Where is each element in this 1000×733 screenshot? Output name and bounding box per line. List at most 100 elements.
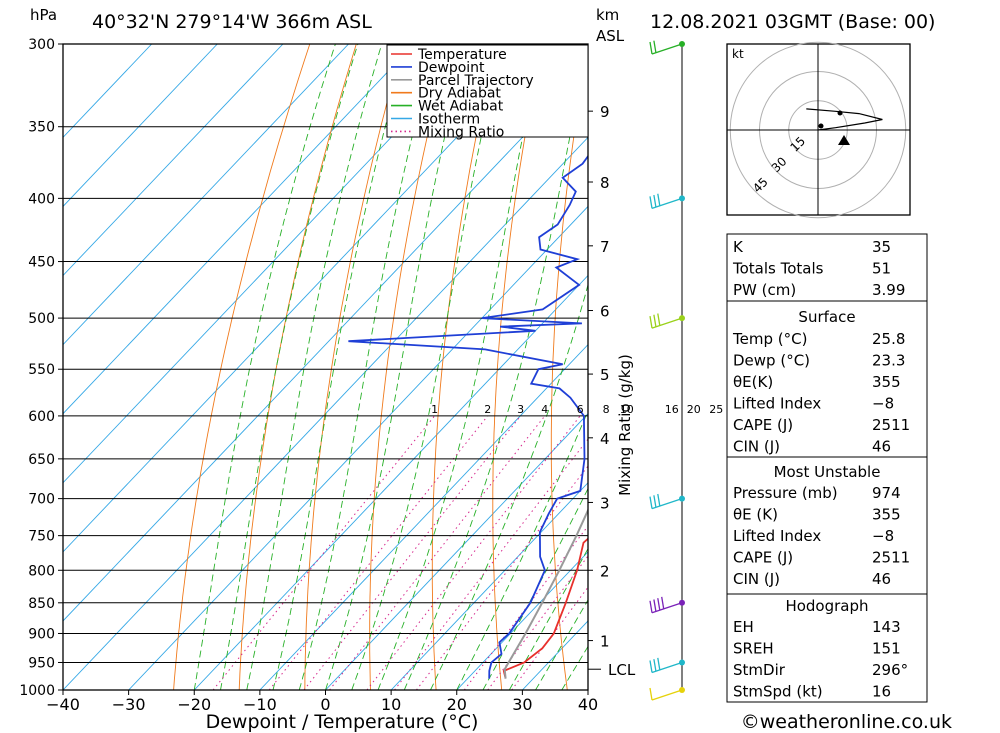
index-label: Totals Totals xyxy=(732,260,824,278)
wind-barb xyxy=(651,197,683,209)
location-title: 40°32'N 279°14'W 366m ASL xyxy=(92,11,372,33)
storm-motion-marker xyxy=(838,135,850,145)
wind-barb-flag xyxy=(649,687,653,701)
isotherm-line xyxy=(63,44,415,415)
y-tick-label: 650 xyxy=(28,452,55,468)
x-tick-label: 20 xyxy=(447,695,467,714)
altitude-label: 4 xyxy=(600,430,610,448)
km-label: km xyxy=(596,6,619,24)
isotherm-line xyxy=(63,136,588,690)
legend-label: Mixing Ratio xyxy=(418,124,504,140)
axes: 3003504004505005506006507007508008509009… xyxy=(19,37,598,714)
wind-barb xyxy=(651,498,683,510)
wind-barb xyxy=(651,661,683,674)
wind-barb-flag xyxy=(653,314,657,327)
wind-barb xyxy=(651,43,683,55)
index-value: 151 xyxy=(872,640,901,658)
y-tick-label: 700 xyxy=(28,492,55,508)
index-value: 46 xyxy=(872,438,891,456)
indices-box xyxy=(726,300,928,458)
x-tick-label: 10 xyxy=(381,695,401,714)
mixing-ratio-label: 16 xyxy=(665,403,679,416)
legend-label: Dewpoint xyxy=(418,60,485,76)
wet-adiabat-line xyxy=(325,44,468,690)
index-value: 2511 xyxy=(872,416,910,434)
index-label: SREH xyxy=(733,640,774,658)
index-value: 16 xyxy=(872,683,891,701)
mixing-ratio-label: 6 xyxy=(577,403,584,416)
index-value: 143 xyxy=(872,618,901,636)
wet-adiabat-line xyxy=(377,44,543,690)
wind-barb-flag xyxy=(661,596,665,610)
hodograph-point xyxy=(818,123,824,129)
x-tick-label: 30 xyxy=(512,695,532,714)
isotherm-line xyxy=(390,482,588,690)
y-tick-label: 800 xyxy=(28,563,55,579)
mixing-ratio-label: 10 xyxy=(620,403,634,416)
mixing-ratio-line xyxy=(212,415,435,690)
x-tick-label: −10 xyxy=(243,695,277,714)
index-value: 51 xyxy=(872,260,891,278)
x-tick-label: −30 xyxy=(112,695,146,714)
wind-barb-flag xyxy=(653,659,657,672)
parcel-trajectory-line xyxy=(503,507,588,679)
altitude-label: 2 xyxy=(600,562,610,580)
index-label: Lifted Index xyxy=(733,527,821,545)
mixing-ratio-line xyxy=(463,525,588,690)
wet-adiabat-line xyxy=(193,44,336,690)
altitude-label: 5 xyxy=(600,366,610,384)
index-value: 23.3 xyxy=(872,352,905,370)
timestamp: 12.08.2021 03GMT (Base: 00) xyxy=(650,11,935,33)
y-tick-label: 550 xyxy=(28,362,55,378)
wind-barb-flag xyxy=(649,496,653,509)
wind-barb-flag xyxy=(657,657,661,670)
mixing-ratio-line xyxy=(366,415,581,690)
index-label: Lifted Index xyxy=(733,395,821,413)
wind-barb-flag xyxy=(653,599,657,612)
x-tick-label: 0 xyxy=(320,695,330,714)
wet-adiabat-line xyxy=(220,44,359,690)
index-label: CAPE (J) xyxy=(733,416,793,434)
y-tick-label: 750 xyxy=(28,529,55,545)
dry-adiabat-line xyxy=(663,44,699,690)
y-tick-label: 350 xyxy=(28,120,55,136)
index-value: −8 xyxy=(872,395,894,413)
wind-barb-flag xyxy=(653,495,657,508)
isotherm-line xyxy=(63,44,153,139)
legend-label: Dry Adiabat xyxy=(418,86,501,102)
x-tick-label: −20 xyxy=(177,695,211,714)
isotherm-line xyxy=(259,343,588,690)
index-label: θE(K) xyxy=(733,373,773,391)
y-tick-label: 500 xyxy=(28,311,55,327)
x-axis-label: Dewpoint / Temperature (°C) xyxy=(206,711,479,733)
index-label: StmDir xyxy=(733,661,786,679)
altitude-label: 9 xyxy=(600,103,610,121)
altitude-label: 3 xyxy=(600,494,610,512)
dry-adiabat-line xyxy=(173,44,311,690)
credit: ©weatheronline.co.uk xyxy=(741,711,952,733)
index-label: CAPE (J) xyxy=(733,549,793,567)
section-title: Most Unstable xyxy=(774,463,881,481)
wet-adiabat-line xyxy=(535,599,588,690)
y-tick-label: 850 xyxy=(28,596,55,612)
index-label: PW (cm) xyxy=(733,281,796,299)
y-tick-label: 450 xyxy=(28,255,55,271)
index-label: K xyxy=(733,238,744,256)
pressure-unit: hPa xyxy=(30,6,57,24)
mixing-ratio-label: 20 xyxy=(687,403,701,416)
dry-adiabat-line xyxy=(961,44,1000,690)
legend-label: Parcel Trajectory xyxy=(418,73,534,89)
indices-box xyxy=(726,233,928,302)
dry-adiabat-line xyxy=(369,44,450,690)
dewpoint-line xyxy=(348,44,588,679)
mixing-ratio-line xyxy=(268,415,489,690)
index-label: Dewp (°C) xyxy=(733,352,810,370)
altitude-label: 1 xyxy=(600,633,610,651)
wet-adiabat-line xyxy=(298,44,436,690)
wind-barb-flag xyxy=(649,315,653,329)
isotherm-line xyxy=(63,44,546,553)
temperature-line xyxy=(502,537,588,679)
index-value: 355 xyxy=(872,373,901,391)
